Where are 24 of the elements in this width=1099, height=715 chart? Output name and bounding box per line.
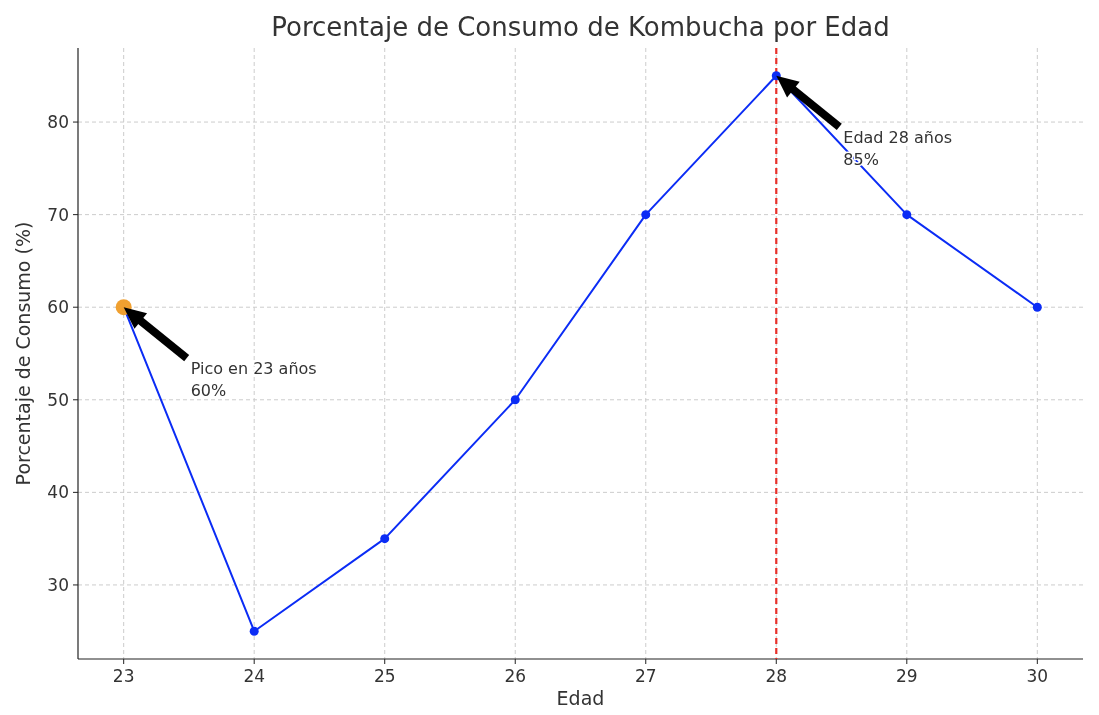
y-tick-label: 40 <box>47 482 69 503</box>
x-tick-label: 27 <box>634 666 657 686</box>
y-tick-label: 30 <box>47 574 69 595</box>
annotation: Pico en 23 años 60% <box>190 359 317 401</box>
x-tick-label: 30 <box>1026 666 1049 686</box>
x-tick-label: 24 <box>243 666 266 686</box>
chart-title: Porcentaje de Consumo de Kombucha por Edad <box>271 12 890 42</box>
y-tick-label: 80 <box>47 112 69 133</box>
x-axis-title: Edad <box>556 687 605 709</box>
y-axis-title: Porcentaje de Consumo (%) <box>12 221 34 486</box>
x-tick-label: 26 <box>504 666 527 686</box>
y-tick-label: 60 <box>47 297 69 318</box>
point <box>641 210 651 220</box>
point <box>1032 302 1042 312</box>
y-tick-label: 50 <box>47 389 69 410</box>
point <box>249 626 259 636</box>
x-tick-label: 23 <box>112 666 135 686</box>
x-tick-label: 29 <box>895 666 918 686</box>
x-tick-label: 25 <box>373 666 396 686</box>
point <box>510 395 520 405</box>
point <box>380 534 390 544</box>
y-tick-label: 70 <box>47 204 69 225</box>
point <box>902 210 912 220</box>
x-tick-label: 28 <box>765 666 788 686</box>
